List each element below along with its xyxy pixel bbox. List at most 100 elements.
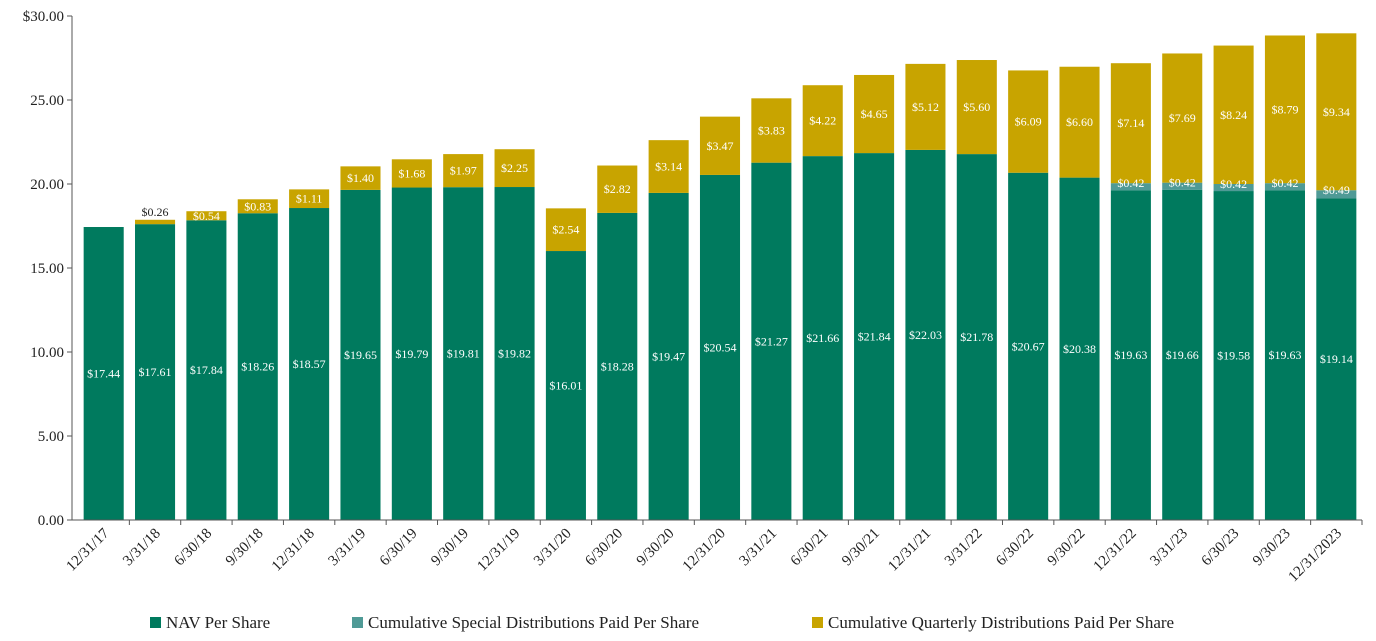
data-label-nav: $19.82 xyxy=(498,347,531,361)
bar-segment-nav xyxy=(751,162,792,520)
bar-segment-nav xyxy=(1213,191,1254,520)
bar-segment-quarterly xyxy=(237,199,278,214)
bar-segment-nav xyxy=(1264,190,1305,520)
legend-swatch xyxy=(150,617,161,628)
data-label-quarterly: $6.09 xyxy=(1015,115,1042,129)
x-tick-label: 3/31/23 xyxy=(1147,526,1191,570)
bar-segment-quarterly xyxy=(186,211,227,221)
legend-swatch xyxy=(812,617,823,628)
x-tick-label: 12/31/18 xyxy=(269,526,318,575)
data-label-nav: $17.61 xyxy=(139,365,172,379)
bar-segment-nav xyxy=(135,224,176,521)
bar-segment-quarterly xyxy=(956,60,997,155)
bar-segment-special xyxy=(1213,184,1254,192)
legend-label: Cumulative Quarterly Distributions Paid … xyxy=(828,613,1174,632)
bar-segment-quarterly xyxy=(340,166,381,190)
bar-segment-special xyxy=(1162,182,1203,190)
data-label-quarterly: $2.25 xyxy=(501,161,528,175)
bar-segment-quarterly xyxy=(1059,66,1100,178)
data-label-nav: $19.63 xyxy=(1114,348,1147,362)
bars-group: $17.44 $17.61 $0.26 $17.84 $0.54 $18.26 $0.83 $… xyxy=(83,33,1357,521)
bar-segment-nav xyxy=(699,174,741,521)
x-tick-label: 6/30/22 xyxy=(993,526,1037,570)
data-label-nav: $22.03 xyxy=(909,328,942,342)
data-label-nav: $19.63 xyxy=(1268,348,1301,362)
x-tick-label: 9/30/22 xyxy=(1045,526,1089,570)
bar-segment-nav xyxy=(854,153,895,520)
x-axis: 12/31/17 3/31/18 6/30/18 9/30/18 12/31/18 3/3… xyxy=(63,519,1363,586)
data-label-nav: $21.78 xyxy=(960,330,993,344)
bar-segment-nav xyxy=(1059,177,1100,520)
legend-swatch xyxy=(352,617,363,628)
bar-segment-quarterly xyxy=(135,219,176,225)
x-tick-label: 3/31/18 xyxy=(120,526,164,570)
bar-segment-nav xyxy=(905,149,946,520)
data-label-nav: $19.47 xyxy=(652,349,685,363)
bar-segment-nav xyxy=(597,212,638,520)
data-label-quarterly: $1.97 xyxy=(450,164,477,178)
legend: NAV Per Share Cumulative Special Distribu… xyxy=(150,613,1174,632)
x-tick-label: 9/30/18 xyxy=(223,526,267,570)
data-label-quarterly: $5.12 xyxy=(912,100,939,114)
y-tick-label: 5.00 xyxy=(38,429,64,445)
bar-segment-quarterly xyxy=(289,189,330,209)
x-tick-label: 6/30/18 xyxy=(171,526,215,570)
data-label-special: $0.42 xyxy=(1271,176,1298,190)
bar-segment-quarterly xyxy=(1162,53,1203,183)
bar-segment-quarterly xyxy=(494,149,535,188)
data-label-nav: $20.54 xyxy=(704,340,737,354)
data-label-special: $0.49 xyxy=(1323,183,1350,197)
data-label-nav: $18.57 xyxy=(293,357,326,371)
data-label-quarterly: $5.60 xyxy=(963,100,990,114)
data-label-nav: $19.81 xyxy=(447,347,480,361)
y-tick-label: 0.00 xyxy=(38,513,64,529)
data-label-quarterly: $7.14 xyxy=(1117,116,1144,130)
data-label-quarterly: $0.54 xyxy=(193,209,220,223)
bar-segment-quarterly xyxy=(751,98,792,163)
data-label-quarterly: $0.26 xyxy=(142,205,169,219)
bar-segment-quarterly xyxy=(1213,45,1254,185)
data-label-nav: $18.28 xyxy=(601,359,634,373)
bar-segment-nav xyxy=(648,192,689,521)
x-tick-label: 3/31/20 xyxy=(531,526,575,570)
x-tick-label: 3/31/22 xyxy=(942,526,986,570)
x-tick-label: 9/30/23 xyxy=(1250,526,1294,570)
x-tick-label: 6/30/21 xyxy=(788,526,832,570)
x-tick-label: 9/30/21 xyxy=(839,526,883,570)
y-tick-label: $30.00 xyxy=(23,9,64,25)
y-tick-label: 15.00 xyxy=(30,261,64,277)
x-tick-label: 12/31/2023 xyxy=(1286,526,1346,586)
data-label-quarterly: $2.82 xyxy=(604,182,631,196)
bar-segment-quarterly xyxy=(443,154,484,188)
data-label-nav: $21.84 xyxy=(858,330,891,344)
data-label-quarterly: $1.11 xyxy=(296,192,323,206)
bar-segment-nav xyxy=(1008,172,1049,520)
data-label-quarterly: $4.22 xyxy=(809,114,836,128)
x-tick-label: 3/31/21 xyxy=(736,526,780,570)
data-label-nav: $18.26 xyxy=(241,360,274,374)
data-label-quarterly: $4.65 xyxy=(861,107,888,121)
data-label-nav: $21.66 xyxy=(806,331,839,345)
x-tick-label: 6/30/20 xyxy=(582,526,626,570)
data-label-quarterly: $9.34 xyxy=(1323,105,1350,119)
bar-segment-nav xyxy=(494,187,535,521)
bar-segment-nav xyxy=(83,227,124,520)
bar-segment-nav xyxy=(1162,189,1203,520)
bar-segment-nav xyxy=(1316,198,1357,520)
bar-segment-special xyxy=(1316,190,1357,199)
legend-label: NAV Per Share xyxy=(166,613,270,632)
x-tick-label: 6/30/19 xyxy=(377,526,421,570)
bar-segment-nav xyxy=(1110,190,1151,520)
bar-segment-quarterly xyxy=(391,159,432,188)
bar-segment-quarterly xyxy=(1264,35,1305,184)
data-label-quarterly: $1.68 xyxy=(398,166,425,180)
data-label-quarterly: $8.79 xyxy=(1271,102,1298,116)
data-label-nav: $19.79 xyxy=(395,347,428,361)
data-label-nav: $19.14 xyxy=(1320,352,1353,366)
data-label-quarterly: $0.83 xyxy=(244,199,271,213)
bar-segment-quarterly xyxy=(1316,33,1357,191)
x-tick-label: 9/30/20 xyxy=(634,526,678,570)
y-tick-label: 25.00 xyxy=(30,93,64,109)
bar-segment-nav xyxy=(545,251,586,521)
